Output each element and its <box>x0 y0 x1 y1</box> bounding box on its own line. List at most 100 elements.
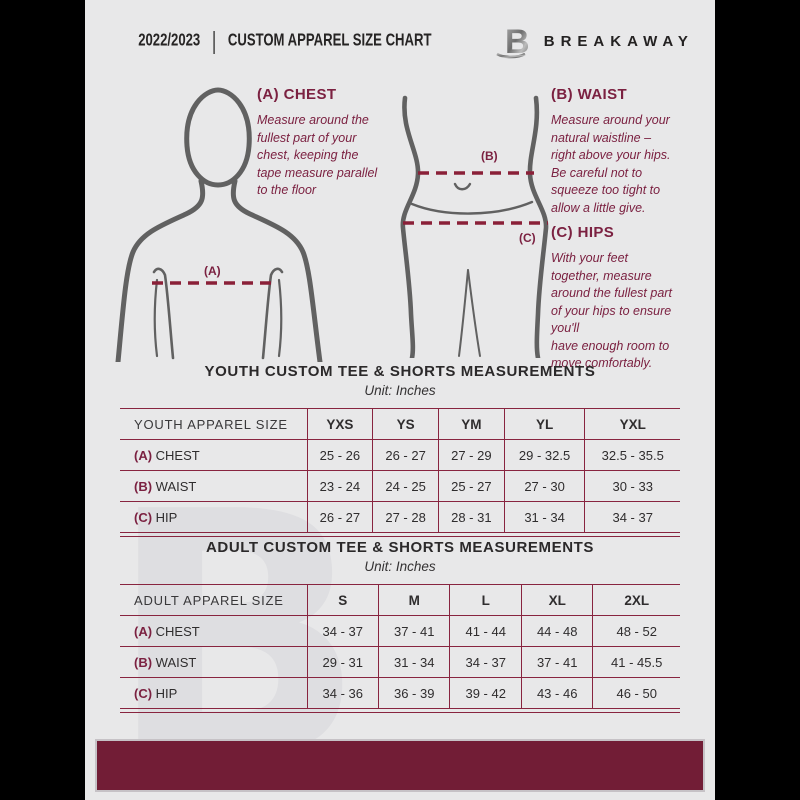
measurement-cell: 37 - 41 <box>520 646 594 678</box>
measurement-cell: 41 - 44 <box>449 615 522 647</box>
row-marker: (C) <box>134 509 153 525</box>
hips-marker-label: (C) <box>519 231 536 245</box>
measurement-cell: 39 - 42 <box>449 677 522 709</box>
measurement-cell: 29 - 32.5 <box>503 439 586 471</box>
youth-size-table-wrap: YOUTH APPAREL SIZE YXS YS YM YL YXL (A) CHEST 2… <box>120 408 680 537</box>
measurement-cell: 32.5 - 35.5 <box>584 439 680 471</box>
table-row: (C) HIP 34 - 36 36 - 39 39 - 42 43 - 46 46 - … <box>120 677 680 709</box>
row-label-text: HIP <box>152 509 178 525</box>
measurement-row-label: (B) WAIST <box>120 646 308 678</box>
row-marker: (A) <box>134 447 153 463</box>
row-label-text: WAIST <box>152 478 197 494</box>
adult-section-unit: Unit: Inches <box>364 559 436 574</box>
row-label-text: HIP <box>152 685 178 701</box>
hips-guide-heading: (C) HIPS <box>551 224 615 241</box>
measurement-cell: 30 - 33 <box>584 470 680 502</box>
title-separator: | <box>211 26 217 55</box>
title-main: CUSTOM APPAREL SIZE CHART <box>227 30 432 50</box>
measurement-cell: 43 - 46 <box>520 677 594 709</box>
waist-marker-label: (B) <box>481 149 498 163</box>
chest-guide: (A) CHEST Measure around the fullest par… <box>257 86 415 200</box>
table-row: (C) HIP 26 - 27 27 - 28 28 - 31 31 - 34 34 - … <box>120 501 680 533</box>
breakaway-logo-icon: B <box>494 23 529 61</box>
measurement-row-label: (A) CHEST <box>120 439 308 471</box>
label-column-header: ADULT APPAREL SIZE <box>120 584 308 616</box>
measurement-cell: 27 - 29 <box>437 439 505 471</box>
size-column-header: YM <box>437 408 505 440</box>
measurement-cell: 31 - 34 <box>377 646 451 678</box>
brand-name: BREAKAWAY <box>543 32 694 50</box>
measurement-row-label: (A) CHEST <box>120 615 308 647</box>
size-column-header: YXL <box>584 408 680 440</box>
measurement-cell: 29 - 31 <box>306 646 379 678</box>
chest-marker-label: (A) <box>204 264 221 278</box>
table-row: (A) CHEST 25 - 26 26 - 27 27 - 29 29 - 32.5 3… <box>120 439 680 471</box>
measurement-cell: 28 - 31 <box>437 501 505 533</box>
waist-guide-heading: (B) WAIST <box>551 86 628 103</box>
brand-logo: B BREAKAWAY <box>492 20 694 62</box>
adult-section-header: ADULT CUSTOM TEE & SHORTS MEASUREMENTS U… <box>85 539 715 574</box>
row-label-text: WAIST <box>152 654 197 670</box>
measurement-cell: 31 - 34 <box>503 501 586 533</box>
label-column-header: YOUTH APPAREL SIZE <box>120 408 308 440</box>
measurement-cell: 34 - 37 <box>449 646 522 678</box>
size-column-header: 2XL <box>592 584 680 616</box>
row-marker: (B) <box>134 654 153 670</box>
waist-guide-text: Measure around your natural waistline – … <box>551 113 671 215</box>
measurement-cell: 34 - 37 <box>584 501 680 533</box>
youth-size-table: YOUTH APPAREL SIZE YXS YS YM YL YXL (A) CHEST 2… <box>120 408 680 533</box>
size-column-header: S <box>306 584 379 616</box>
measurement-guide: (A) (B) (C) (A) CHEST Measure <box>85 78 715 370</box>
size-column-header: YXS <box>306 408 374 440</box>
adult-size-table: ADULT APPAREL SIZE S M L XL 2XL (A) CHEST 34 - … <box>120 584 680 709</box>
row-label-text: CHEST <box>152 447 200 463</box>
table-row: (B) WAIST 23 - 24 24 - 25 25 - 27 27 - 30 30 … <box>120 470 680 502</box>
measurement-cell: 34 - 36 <box>306 677 379 709</box>
measurement-cell: 44 - 48 <box>520 615 594 647</box>
title-year: 2022/2023 <box>138 30 201 50</box>
row-marker: (C) <box>134 685 153 701</box>
youth-section-title: YOUTH CUSTOM TEE & SHORTS MEASUREMENTS <box>204 363 596 380</box>
measurement-cell: 46 - 50 <box>592 677 680 709</box>
measurement-row-label: (C) HIP <box>120 677 308 709</box>
lower-body-figure: (B) (C) <box>400 95 549 358</box>
footer-accent-bar <box>97 741 703 790</box>
table-row: (B) WAIST 29 - 31 31 - 34 34 - 37 37 - 41 41 … <box>120 646 680 678</box>
measurement-cell: 41 - 45.5 <box>592 646 680 678</box>
page-title: 2022/2023 | CUSTOM APPAREL SIZE CHART <box>138 26 431 55</box>
header: 2022/2023 | CUSTOM APPAREL SIZE CHART B <box>85 18 715 64</box>
measurement-cell: 25 - 26 <box>306 439 374 471</box>
row-marker: (B) <box>134 478 153 494</box>
size-column-header: YL <box>503 408 586 440</box>
measurement-cell: 27 - 30 <box>503 470 586 502</box>
table-row: (A) CHEST 34 - 37 37 - 41 41 - 44 44 - 48 48 … <box>120 615 680 647</box>
measurement-cell: 24 - 25 <box>372 470 439 502</box>
adult-section-title: ADULT CUSTOM TEE & SHORTS MEASUREMENTS <box>205 539 595 556</box>
size-column-header: M <box>377 584 451 616</box>
table-header-row: YOUTH APPAREL SIZE YXS YS YM YL YXL <box>120 408 680 440</box>
measurement-cell: 23 - 24 <box>306 470 374 502</box>
measurement-cell: 26 - 27 <box>306 501 374 533</box>
table-header-row: ADULT APPAREL SIZE S M L XL 2XL <box>120 584 680 616</box>
measurement-row-label: (B) WAIST <box>120 470 308 502</box>
size-chart-page: B 2022/2023 | CUSTOM APPAREL SIZE CHART <box>85 0 715 800</box>
youth-section-header: YOUTH CUSTOM TEE & SHORTS MEASUREMENTS U… <box>85 363 715 398</box>
measurement-cell: 34 - 37 <box>306 615 379 647</box>
adult-size-table-wrap: ADULT APPAREL SIZE S M L XL 2XL (A) CHEST 34 - … <box>120 584 680 713</box>
chest-guide-heading: (A) CHEST <box>257 86 337 103</box>
measurement-cell: 48 - 52 <box>592 615 680 647</box>
chest-guide-text: Measure around the fullest part of your … <box>257 113 378 197</box>
measurement-cell: 27 - 28 <box>372 501 439 533</box>
waist-guide: (B) WAIST Measure around your natural wa… <box>551 86 709 217</box>
measurement-cell: 37 - 41 <box>377 615 451 647</box>
measurement-row-label: (C) HIP <box>120 501 308 533</box>
size-column-header: XL <box>520 584 594 616</box>
measurement-cell: 26 - 27 <box>372 439 439 471</box>
size-column-header: YS <box>372 408 439 440</box>
youth-section-unit: Unit: Inches <box>364 383 436 398</box>
row-label-text: CHEST <box>152 623 200 639</box>
hips-guide-text: With your feet together, measure around … <box>551 251 672 370</box>
measurement-cell: 36 - 39 <box>377 677 451 709</box>
size-column-header: L <box>449 584 522 616</box>
hips-guide: (C) HIPS With your feet together, measur… <box>551 224 713 373</box>
